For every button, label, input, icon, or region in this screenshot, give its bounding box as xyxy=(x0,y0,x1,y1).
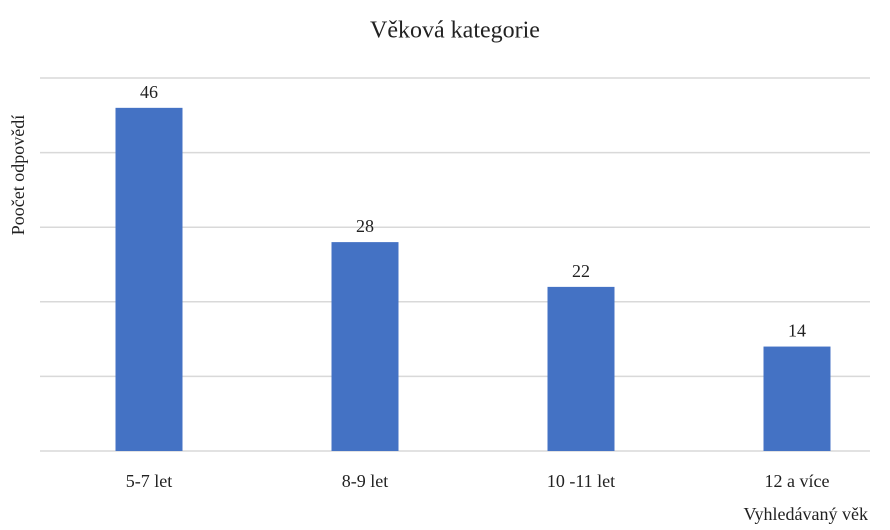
bar xyxy=(763,346,831,451)
bar xyxy=(547,286,615,451)
chart-title: Věková kategorie xyxy=(370,18,540,44)
y-axis-label: Poočet odpovědí xyxy=(8,115,28,235)
data-label: 22 xyxy=(572,261,590,281)
x-tick-label: 12 a více xyxy=(765,471,830,491)
data-label: 14 xyxy=(788,321,806,341)
data-label: 28 xyxy=(356,216,374,236)
x-axis-label: Vyhledávaný věk xyxy=(744,504,868,524)
x-tick-label: 10 -11 let xyxy=(547,471,615,491)
x-tick-label: 5-7 let xyxy=(126,471,173,491)
bar xyxy=(115,107,183,451)
data-label: 46 xyxy=(140,82,158,102)
x-tick-label: 8-9 let xyxy=(342,471,389,491)
bar xyxy=(331,242,399,451)
